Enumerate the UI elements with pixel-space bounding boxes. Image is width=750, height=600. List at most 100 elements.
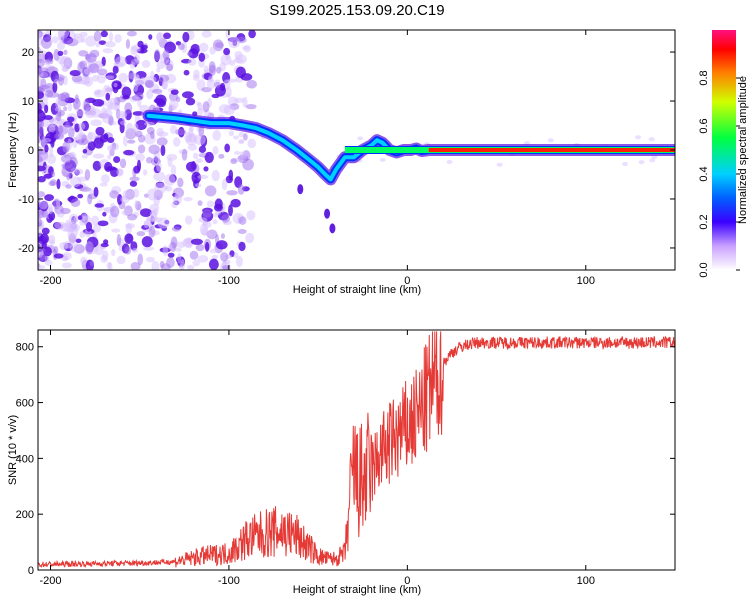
spectrogram-speck [146, 126, 155, 135]
spectrogram-speck [154, 182, 167, 194]
spectrogram-speck [79, 219, 86, 226]
spectrogram-speck [156, 127, 164, 137]
spectrogram-speck [78, 122, 86, 130]
spectrogram-speck [156, 61, 166, 70]
spectrogram-speck [116, 111, 128, 118]
spectrogram-speck [114, 56, 127, 68]
spectrogram-speck [41, 59, 52, 66]
spectrogram-speck [47, 204, 54, 215]
spectrogram-speck [54, 132, 65, 140]
spectrogram-speck [70, 198, 81, 208]
spectrogram-speck [84, 169, 91, 181]
spectrogram-speck [177, 253, 182, 264]
spectrogram-speck [103, 207, 110, 212]
spectrogram-speck [67, 229, 74, 239]
spectrogram-speck [149, 203, 160, 213]
spectrogram-speck [221, 214, 231, 223]
spectrogram-speck [162, 49, 170, 60]
spectrogram-speck [648, 137, 655, 142]
spectrogram-speck [212, 129, 221, 141]
spectrogram-speck [135, 153, 145, 162]
spectrogram-speck [55, 111, 62, 122]
spectrogram-speck [195, 158, 203, 164]
spectrogram-speck [198, 152, 207, 157]
spectrogram-speck [116, 168, 124, 176]
spectrogram-speck [187, 264, 195, 270]
spectrogram-speck [82, 148, 88, 154]
spectrogram-speck [93, 186, 99, 198]
spectrogram-speck [111, 228, 121, 233]
spectrogram-speck [223, 104, 235, 116]
y-tick-label: 0 [28, 565, 34, 577]
spectrogram-speck [243, 133, 248, 141]
spectrogram-speck [220, 261, 231, 270]
spectrogram-speck [110, 249, 116, 257]
x-tick-label: 100 [577, 575, 595, 587]
spectrogram-speck [40, 233, 49, 244]
spectrogram-speck [38, 73, 42, 85]
colorbar-label: Normalized spectral amplitude [737, 76, 749, 224]
spectrogram-speck [234, 50, 243, 60]
spectrogram-speck [70, 176, 82, 187]
spectrogram-speck [148, 34, 153, 40]
y-tick-label: -10 [18, 194, 34, 206]
spectrogram-speck [142, 246, 155, 251]
spectrogram-speck [74, 94, 79, 105]
spectrogram-speck [175, 247, 182, 252]
spectrogram-speck [105, 75, 115, 80]
snr-y-axis-label: SNR (10 * v/v) [7, 415, 19, 485]
spectrogram-speck [198, 52, 206, 62]
spectrogram-speck [53, 246, 59, 254]
spectrogram-speck [99, 182, 108, 187]
spectrogram-speck [125, 39, 131, 49]
spectrogram-speck [184, 131, 192, 143]
spectrogram-speck [168, 243, 173, 250]
spectrogram-speck [208, 75, 214, 83]
spectrogram-speck [38, 247, 46, 253]
spectrogram-speck [190, 43, 200, 55]
spectrogram-speck [164, 173, 176, 186]
spectrogram-speck [242, 96, 248, 108]
spectrogram-speck [194, 183, 202, 188]
spectrogram-speck [148, 144, 160, 155]
ridge-blob [297, 184, 304, 195]
spectrogram-speck [215, 42, 224, 49]
spectrogram-speck [156, 31, 163, 44]
spectrogram-speck [208, 258, 219, 270]
spectrogram-speck [79, 231, 86, 238]
spectrogram-speck [109, 167, 119, 178]
colorbar-tick-label: 0.8 [698, 70, 710, 85]
spectrogram-speck [209, 46, 216, 55]
spectrogram-speck [149, 210, 158, 218]
spectrogram-speck [105, 92, 111, 101]
spectrogram-speck [126, 139, 136, 144]
spectrogram-speck [186, 51, 193, 57]
spectrogram-speck [56, 120, 65, 125]
spectrogram-speck [89, 189, 94, 195]
spectrogram-speck [134, 75, 141, 87]
spectrogram-speck [225, 175, 233, 184]
spectrogram-speck [226, 190, 238, 196]
spectrogram-speck [247, 138, 257, 149]
spectrogram-speck [197, 255, 209, 263]
spectrogram-speck [129, 95, 139, 103]
spectrogram-speck [141, 59, 151, 68]
spectrogram-speck [188, 58, 197, 66]
spectrogram-speck [169, 99, 179, 110]
spectrogram-speck [174, 192, 181, 200]
spectrogram-speck [182, 91, 194, 99]
spectrogram-speck [162, 78, 168, 90]
spectrogram-speck [137, 144, 146, 154]
snr-frame [37, 329, 676, 571]
spectrogram-speck [94, 203, 104, 208]
spectrogram-speck [230, 198, 241, 208]
spectrogram-speck [190, 238, 203, 245]
spectrogram-speck [215, 240, 228, 250]
spectrogram-speck [95, 126, 105, 136]
spectrogram-speck [197, 200, 203, 206]
spectrogram-speck [38, 90, 45, 100]
spectrogram-speck [96, 73, 106, 84]
spectrogram-speck [100, 30, 108, 38]
spectrogram-speck [209, 64, 217, 76]
